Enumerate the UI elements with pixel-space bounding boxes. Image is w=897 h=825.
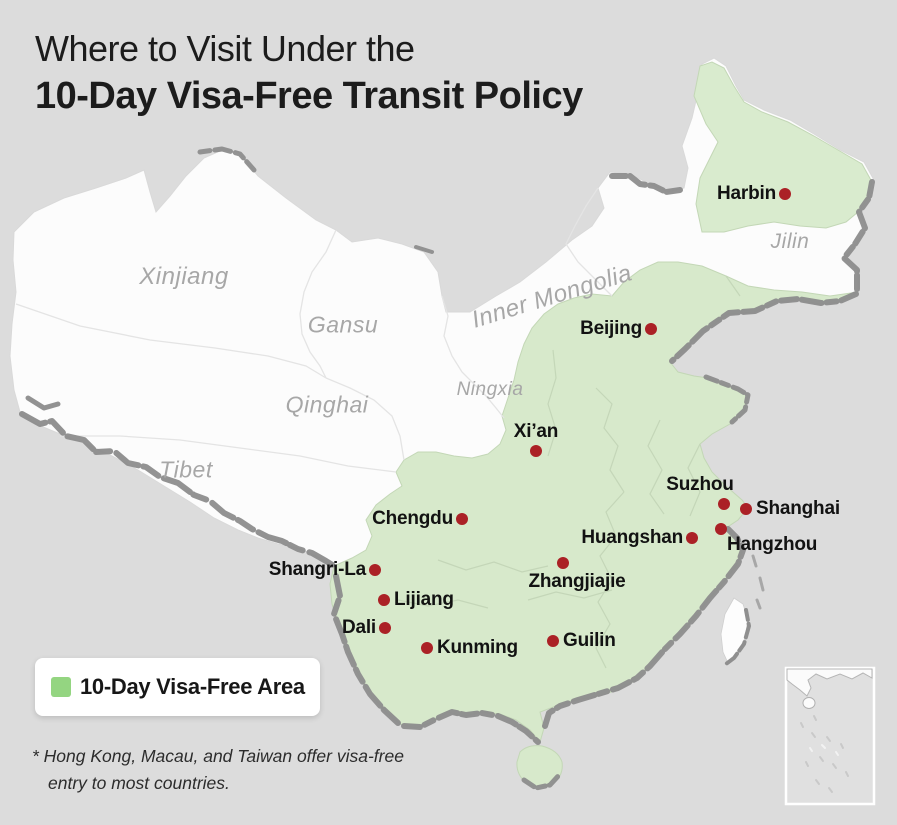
region-visa-free-heilongjiang [693, 61, 873, 233]
shadow-hainan [521, 771, 563, 791]
city-label: Beijing [580, 318, 642, 339]
province-borders-green [397, 275, 741, 669]
taiwan-shadow [724, 608, 752, 666]
title-line-2: 10-Day Visa-Free Transit Policy [35, 75, 583, 117]
city-dot [530, 445, 542, 457]
city-dot [718, 498, 730, 510]
province-label-qinghai: Qinghai [285, 391, 369, 418]
shadow-himalaya [19, 411, 337, 569]
city-label: Shangri-La [268, 559, 366, 580]
footnote: * Hong Kong, Macau, and Taiwan offer vis… [32, 743, 404, 797]
city-dot [715, 523, 727, 535]
legend-swatch-icon [51, 677, 71, 697]
city-label: Lijiang [394, 589, 454, 610]
city-dot [379, 622, 391, 634]
city-label: Huangshan [581, 527, 683, 548]
shadow-liaoning-coast [669, 291, 859, 364]
legend-box: 10-Day Visa-Free Area [35, 658, 320, 716]
shadow-mongolia-hump [609, 173, 683, 195]
province-label-ningxia: Ningxia [456, 379, 524, 400]
city-dot [740, 503, 752, 515]
city-dot [779, 188, 791, 200]
city-dot [369, 564, 381, 576]
shadow-yunnan-west [331, 573, 401, 726]
footnote-line-1: * Hong Kong, Macau, and Taiwan offer vis… [32, 746, 404, 766]
province-label-xinjiang: Xinjiang [139, 263, 229, 290]
south-china-sea-inset [784, 666, 876, 806]
city-label: Shanghai [756, 498, 840, 519]
shadow-karakoram [25, 395, 61, 411]
inset-hainan [802, 697, 816, 709]
rough-border-shadows [19, 146, 875, 791]
city-dot [421, 642, 433, 654]
title-line-1: Where to Visit Under the [35, 28, 415, 69]
city-dot [686, 532, 698, 544]
city-dot [645, 323, 657, 335]
province-label-tibet: Tibet [159, 456, 213, 483]
city-dot [557, 557, 569, 569]
shadow-shandong-coast [703, 374, 751, 425]
inset-islands-light [809, 744, 839, 756]
shadow-altai [197, 146, 257, 173]
inset-islands [800, 715, 849, 793]
city-dot [378, 594, 390, 606]
shadow-southeast-coast [542, 526, 746, 729]
city-label: Harbin [717, 183, 776, 204]
page-title: Where to Visit Under the 10-Day Visa-Fre… [35, 26, 583, 120]
city-label: Guilin [563, 630, 616, 651]
inset-coast [786, 668, 873, 697]
city-dot [547, 635, 559, 647]
province-borders-west [15, 187, 613, 473]
province-label-jilin: Jilin [770, 230, 810, 253]
footnote-line-2: entry to most countries. [48, 773, 230, 793]
city-label: Hangzhou [727, 534, 818, 555]
shadow-northeast-edge [841, 179, 875, 293]
legend-label: 10-Day Visa-Free Area [80, 674, 305, 699]
taiwan-island [720, 597, 749, 664]
shadow-south-coast [401, 709, 541, 745]
city-label: Dali [341, 617, 376, 638]
shadow-mongolia-mark [414, 245, 434, 254]
city-label: Xi’an [513, 421, 559, 442]
city-label: Zhangjiajie [528, 571, 626, 592]
city-label: Chengdu [372, 508, 453, 529]
city-label: Suzhou [666, 474, 734, 495]
coastal-islets [751, 554, 765, 610]
city-label: Kunming [437, 637, 518, 658]
province-label-gansu: Gansu [307, 311, 379, 338]
city-dot [456, 513, 468, 525]
